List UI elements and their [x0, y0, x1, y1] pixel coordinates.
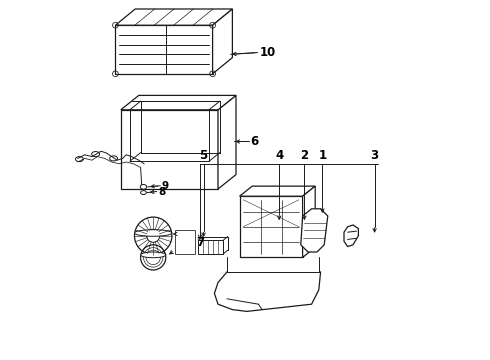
Text: 7: 7 [196, 235, 204, 249]
Ellipse shape [110, 156, 118, 161]
Polygon shape [213, 9, 232, 74]
Text: 6: 6 [250, 135, 259, 148]
Text: 1: 1 [318, 149, 326, 162]
Polygon shape [121, 95, 236, 110]
Ellipse shape [140, 184, 147, 189]
Text: 9: 9 [162, 181, 169, 191]
Bar [175, 230, 195, 254]
Ellipse shape [134, 230, 172, 236]
Ellipse shape [75, 157, 83, 162]
Ellipse shape [92, 152, 99, 157]
Polygon shape [116, 9, 232, 25]
Bar [240, 196, 303, 257]
Polygon shape [303, 186, 315, 257]
Polygon shape [344, 225, 358, 247]
Text: 2: 2 [300, 149, 309, 162]
Bar [121, 110, 218, 189]
Bar [198, 240, 223, 254]
Ellipse shape [141, 252, 166, 258]
Ellipse shape [141, 191, 147, 194]
Polygon shape [301, 209, 328, 252]
Text: 10: 10 [259, 46, 276, 59]
Polygon shape [218, 95, 236, 189]
Bar [116, 25, 213, 74]
Text: 4: 4 [275, 149, 283, 162]
Text: 3: 3 [370, 149, 379, 162]
Polygon shape [240, 186, 315, 196]
Text: 5: 5 [199, 149, 208, 162]
Text: 8: 8 [158, 186, 165, 197]
